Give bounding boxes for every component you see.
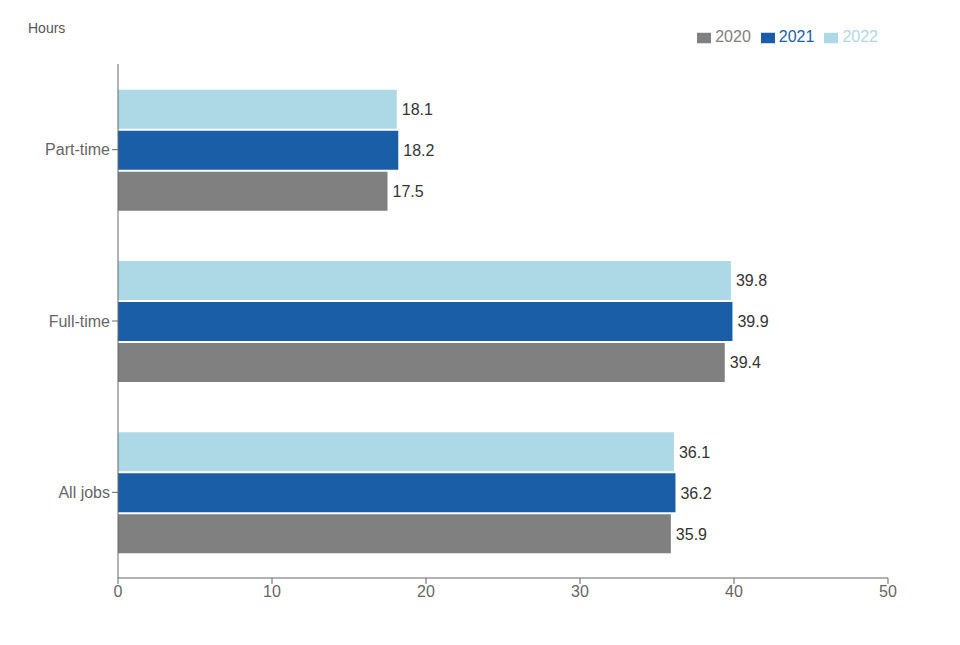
svg-text:Full-time: Full-time [49, 313, 110, 330]
svg-text:Part-time: Part-time [45, 141, 110, 158]
svg-text:10: 10 [263, 583, 281, 600]
svg-text:18.1: 18.1 [402, 101, 433, 118]
svg-text:36.1: 36.1 [679, 444, 710, 461]
svg-text:All jobs: All jobs [58, 484, 110, 501]
html-text:2022: 2022 [842, 28, 878, 45]
svg-text:39.9: 39.9 [737, 313, 768, 330]
svg-text:20: 20 [417, 583, 435, 600]
svg-text:0: 0 [114, 583, 123, 600]
svg-text:18.2: 18.2 [403, 142, 434, 159]
html-text:2020: 2020 [715, 28, 751, 45]
svg-text:17.5: 17.5 [393, 183, 424, 200]
svg-text:36.2: 36.2 [680, 485, 711, 502]
svg-text:39.4: 39.4 [730, 354, 761, 371]
svg-text:39.8: 39.8 [736, 272, 767, 289]
html-text:2021: 2021 [778, 28, 815, 45]
svg-text:30: 30 [571, 583, 589, 600]
svg-text:40: 40 [725, 583, 743, 600]
html-text:Hours: Hours [28, 20, 66, 36]
svg-text:50: 50 [879, 583, 897, 600]
svg-text:35.9: 35.9 [676, 526, 707, 543]
